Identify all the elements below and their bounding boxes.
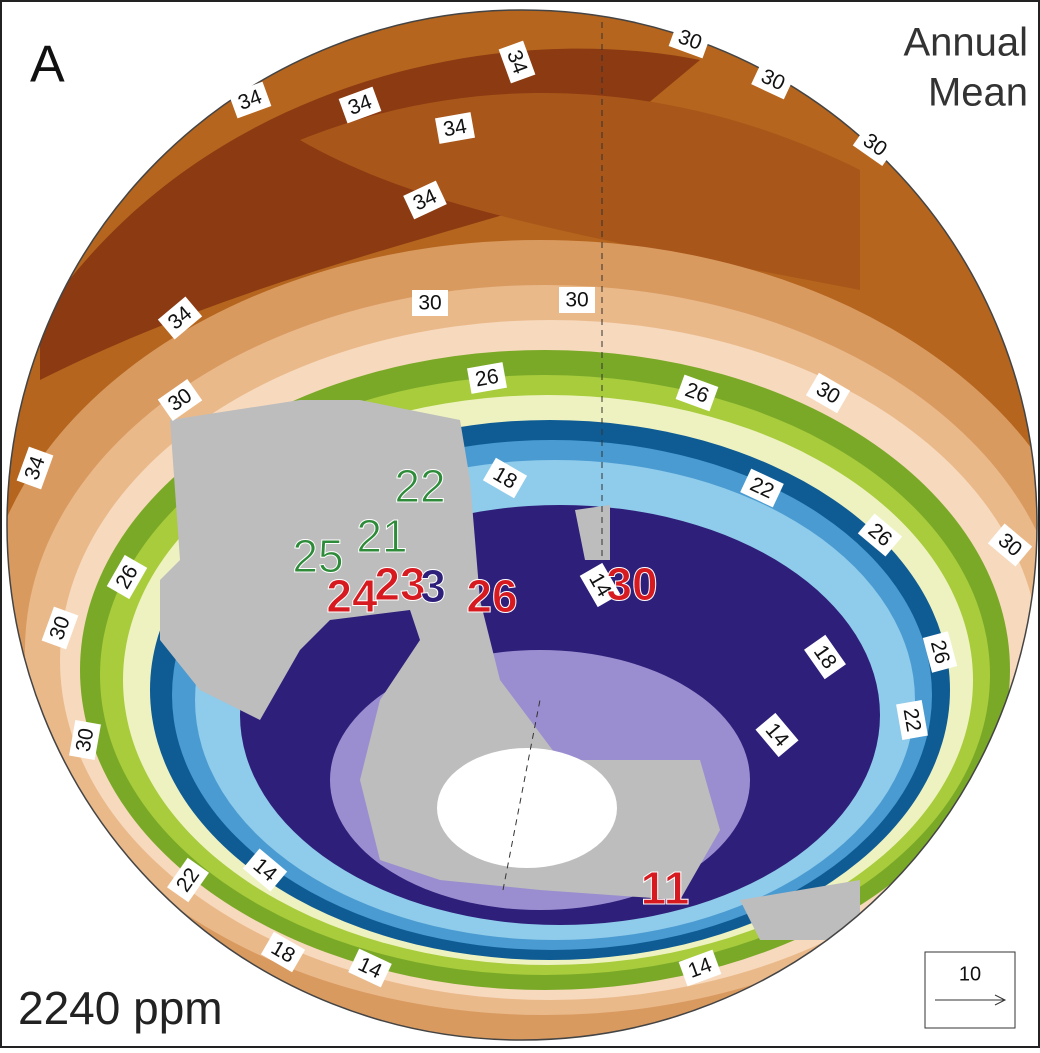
title: Mean — [928, 71, 1028, 115]
contour-value: 26 — [474, 365, 501, 392]
contour-value: 22 — [899, 707, 926, 734]
scale-label: 10 — [959, 963, 981, 985]
contour-value: 30 — [418, 292, 441, 315]
site-label-red: 3 — [420, 560, 446, 612]
co2-label: 2240 ppm — [18, 982, 223, 1034]
panel-label: A — [30, 36, 65, 94]
site-label-red: 30 — [606, 558, 657, 610]
site-label-red: 11 — [641, 862, 690, 914]
contour-label: 30 — [559, 287, 595, 313]
title: Annual — [903, 21, 1028, 65]
site-label-red: 26 — [466, 570, 517, 622]
contour-label: 30 — [412, 290, 448, 316]
contour-value: 30 — [565, 289, 588, 312]
site-label-red: 23 — [374, 558, 425, 610]
contour-value: 34 — [442, 115, 469, 142]
site-label-green: 21 — [356, 510, 407, 562]
site-label-green: 22 — [394, 460, 445, 512]
contour-value: 30 — [72, 727, 99, 754]
site-label-red: 24 — [326, 570, 378, 622]
figure: 3430303034343434343030302626303418222630… — [0, 0, 1040, 1048]
